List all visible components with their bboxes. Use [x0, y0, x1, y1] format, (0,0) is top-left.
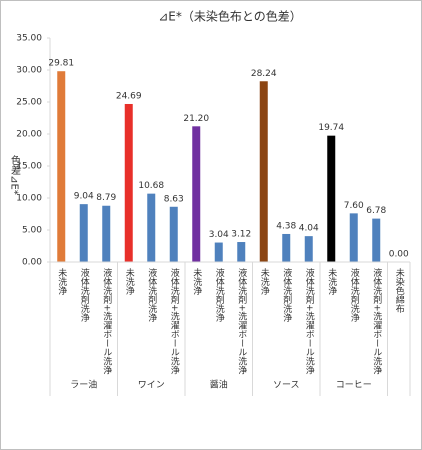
value-label: 3.04 — [209, 230, 229, 240]
group-label: ソース — [273, 381, 300, 391]
value-label: 0.00 — [389, 250, 409, 260]
y-tick-label: 30.00 — [16, 66, 42, 76]
value-label: 29.81 — [48, 59, 74, 69]
x-tick-label: 液体洗剤洗浄 — [146, 267, 157, 323]
value-label: 24.69 — [116, 91, 142, 101]
x-tick-label: 未洗浄 — [259, 267, 270, 296]
value-label: 8.63 — [164, 194, 184, 204]
y-tick-label: 5.00 — [22, 226, 42, 236]
x-tick-label: 液体洗剤+洗濯ボール洗浄 — [304, 267, 315, 376]
x-tick-label: 未洗浄 — [191, 267, 202, 296]
x-tick-label: 未染色綿布 — [394, 267, 405, 314]
y-tick-label: 0.00 — [22, 258, 42, 268]
group-label: ワイン — [138, 381, 165, 391]
x-tick-label: 液体洗剤+洗濯ボール洗浄 — [101, 267, 112, 376]
x-tick-label: 液体洗剤洗浄 — [79, 267, 90, 323]
value-label: 10.68 — [138, 181, 164, 191]
value-label: 21.20 — [183, 114, 209, 124]
bar — [304, 236, 313, 262]
y-axis-label: 色差⊿E* — [9, 154, 21, 195]
group-label: ラー油 — [70, 379, 97, 391]
chart-title: ⊿E*（未染色布との色差） — [158, 9, 302, 24]
x-tick-label: 液体洗剤+洗濯ボール洗浄 — [371, 267, 382, 376]
x-tick-label: 液体洗剤+洗濯ボール洗浄 — [236, 267, 247, 376]
value-label: 9.04 — [74, 192, 94, 202]
x-tick-label: 液体洗剤洗浄 — [349, 267, 360, 323]
bar — [147, 193, 156, 262]
bar — [192, 126, 201, 262]
x-tick-label: 液体洗剤洗浄 — [214, 267, 225, 323]
value-label: 28.24 — [251, 69, 277, 79]
bar — [102, 205, 111, 262]
group-label: コーヒー — [336, 380, 372, 391]
x-tick-label: 液体洗剤+洗濯ボール洗浄 — [169, 267, 180, 376]
bar — [259, 81, 268, 262]
bar — [327, 135, 336, 262]
bar — [124, 103, 133, 262]
x-tick-label: 未洗浄 — [56, 267, 67, 296]
bar — [372, 218, 381, 262]
bar — [57, 71, 66, 262]
value-label: 3.12 — [231, 230, 251, 240]
value-label: 7.60 — [344, 201, 364, 211]
value-label: 6.78 — [366, 206, 386, 216]
value-label: 4.04 — [299, 224, 319, 234]
y-tick-label: 15.00 — [16, 162, 42, 172]
value-label: 19.74 — [318, 123, 344, 133]
value-label: 4.38 — [276, 221, 296, 231]
x-tick-label: 液体洗剤洗浄 — [281, 267, 292, 323]
bar — [349, 213, 358, 262]
y-tick-label: 25.00 — [16, 98, 42, 108]
bar — [237, 242, 246, 262]
x-tick-label: 未洗浄 — [326, 267, 337, 296]
bar — [169, 206, 178, 262]
bar — [79, 204, 88, 262]
bar — [214, 242, 223, 262]
x-tick-label: 未洗浄 — [124, 267, 135, 296]
bar — [282, 233, 291, 262]
value-label: 8.79 — [96, 193, 116, 203]
y-tick-label: 35.00 — [16, 34, 42, 44]
y-tick-label: 10.00 — [16, 194, 42, 204]
y-tick-label: 20.00 — [16, 130, 42, 140]
group-label: 醤油 — [210, 379, 228, 391]
